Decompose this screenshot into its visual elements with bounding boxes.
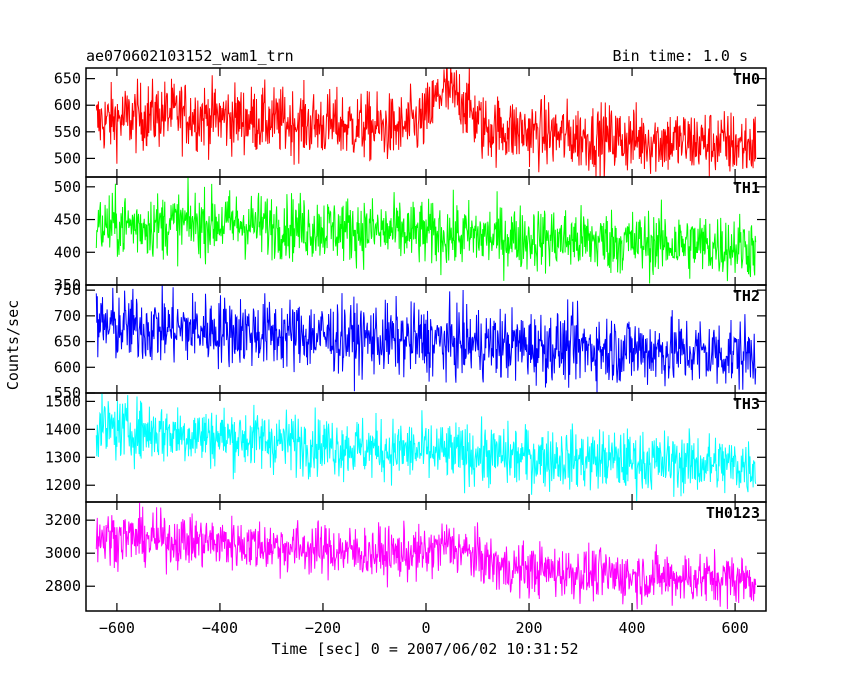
panel-label: TH2 <box>733 287 760 305</box>
panels-group: 500 550 600 650 TH0 350 400 450 500 TH1 550 600 650 7… <box>45 67 767 612</box>
x-tick-label: 0 <box>421 619 430 637</box>
x-axis-label: Time [sec] 0 = 2007/06/02 10:31:52 <box>271 640 578 658</box>
x-tick-label: −400 <box>202 619 238 637</box>
panel-label: TH1 <box>733 179 760 197</box>
panel-label: TH0123 <box>706 504 760 522</box>
panel-th3: 1200 1300 1400 1500 TH3 <box>45 392 767 503</box>
y-tick-label: 600 <box>54 96 81 114</box>
x-tick-label: −600 <box>99 619 135 637</box>
series-line-th2 <box>95 285 757 393</box>
y-tick-label: 500 <box>54 149 81 167</box>
panel-label: TH0 <box>733 70 760 88</box>
y-tick-label: 650 <box>54 333 81 351</box>
y-tick-label: 1400 <box>45 420 81 438</box>
y-tick-label: 1300 <box>45 448 81 466</box>
y-tick-label: 1200 <box>45 476 81 494</box>
y-tick-label: 450 <box>54 211 81 229</box>
y-tick-label: 650 <box>54 70 81 88</box>
y-tick-label: 750 <box>54 281 81 299</box>
chart-title: ae070602103152_wam1_trn <box>86 47 294 65</box>
series-line-th3 <box>95 393 757 502</box>
panel-th1: 350 400 450 500 TH1 <box>54 176 767 294</box>
y-tick-label: 3000 <box>45 544 81 562</box>
y-tick-label: 400 <box>54 243 81 261</box>
panel-label: TH3 <box>733 395 760 413</box>
panel-th0123: 2800 3000 3200 TH0123 <box>45 501 767 612</box>
x-tick-label: 600 <box>722 619 749 637</box>
y-tick-label: 550 <box>54 123 81 141</box>
series-line-th0 <box>95 68 757 177</box>
x-axis: −600 −400 −200 0 200 400 600 <box>99 619 749 637</box>
x-tick-label: 400 <box>619 619 646 637</box>
y-tick-label: 350 <box>54 276 81 294</box>
y-tick-label: 500 <box>54 178 81 196</box>
y-tick-label: 700 <box>54 307 81 325</box>
series-line-th0123 <box>95 502 757 610</box>
series-line-th1 <box>95 177 757 284</box>
bin-time-label: Bin time: 1.0 s <box>613 47 748 65</box>
x-tick-label: 200 <box>515 619 542 637</box>
y-tick-label: 2800 <box>45 577 81 595</box>
y-tick-label: 1500 <box>45 392 81 410</box>
panel-th0: 500 550 600 650 TH0 <box>54 67 767 178</box>
y-tick-label: 600 <box>54 358 81 376</box>
y-axis-label: Counts/sec <box>4 300 22 390</box>
panel-th2: 550 600 650 700 750 TH2 <box>54 281 767 402</box>
y-tick-label: 3200 <box>45 511 81 529</box>
x-tick-label: −200 <box>305 619 341 637</box>
y-tick-label: 550 <box>54 384 81 402</box>
